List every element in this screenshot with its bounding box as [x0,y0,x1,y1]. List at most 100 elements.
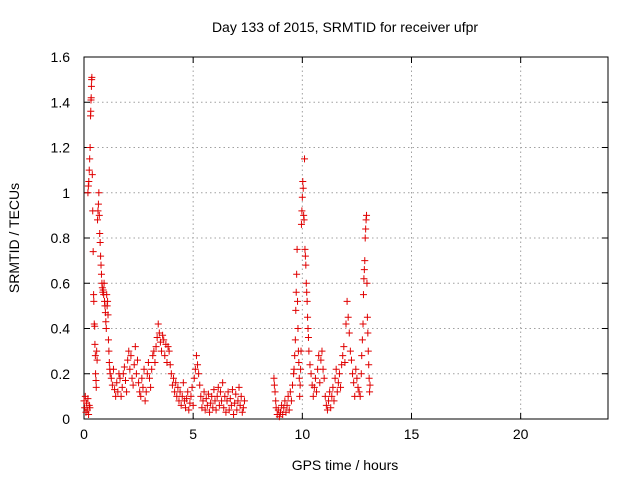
chart-title: Day 133 of 2015, SRMTID for receiver ufp… [212,19,478,35]
data-point [366,381,374,389]
data-point [118,383,126,391]
data-point [232,390,240,398]
data-point [201,406,209,414]
data-point [127,352,135,360]
data-point [361,234,369,242]
data-point [160,336,168,344]
data-point [113,379,121,387]
data-point [104,336,112,344]
data-point [286,388,294,396]
data-point [330,397,338,405]
x-axis-label: GPS time / hours [292,457,399,473]
grid-lines [84,57,608,419]
data-point [328,392,336,400]
data-point [317,356,325,364]
data-point [154,320,162,328]
data-point [303,297,311,305]
data-point [332,365,340,373]
data-point [333,388,341,396]
data-point [359,291,367,299]
data-point [97,261,105,269]
data-point [239,404,247,412]
data-point [138,374,146,382]
data-point [187,392,195,400]
data-point [366,388,374,396]
y-tick-label: 1 [62,185,70,201]
data-point [128,374,136,382]
data-point [178,392,186,400]
data-point [86,144,94,151]
data-point [96,239,104,247]
data-point [119,370,127,378]
data-point [126,365,134,373]
data-point [176,388,184,396]
data-point [116,374,124,382]
data-point [283,401,291,409]
data-point [139,383,147,391]
data-point [300,216,308,224]
data-point [352,365,360,373]
data-point [143,370,151,378]
data-point [207,399,215,407]
data-point [174,383,182,391]
x-tick-label: 15 [404,426,420,442]
data-point [85,166,93,174]
data-point [340,343,348,351]
data-point [92,377,100,385]
data-point [131,343,139,351]
data-point [216,388,224,396]
data-point [295,374,303,382]
data-point [293,245,301,253]
data-point [301,155,309,163]
data-point [221,392,229,400]
data-point [335,370,343,378]
data-point [295,358,303,366]
data-point [213,392,221,400]
data-point [129,381,137,389]
data-point [121,377,129,385]
data-point [358,352,366,360]
data-point [346,347,354,355]
y-tick-label: 1.4 [51,94,71,110]
data-point [284,392,292,400]
data-point [158,347,166,355]
data-point [93,356,101,364]
data-point [85,177,93,185]
data-point [354,383,362,391]
data-point [93,347,101,355]
data-point [363,279,371,287]
data-point [144,358,152,366]
data-point [172,379,180,387]
data-point [219,379,227,387]
data-point [341,358,349,366]
data-point [302,279,310,287]
data-point [337,383,345,391]
data-point [94,216,102,224]
data-point [363,211,371,219]
data-point [106,370,114,378]
data-point [151,358,159,366]
data-point [364,347,372,355]
data-point [179,379,187,387]
data-point [347,356,355,364]
data-point [297,365,305,373]
data-point [287,397,295,405]
data-point [114,388,122,396]
data-point [316,379,324,387]
data-point [361,257,369,265]
data-point [211,397,219,405]
data-point [309,392,317,400]
data-point [88,171,96,179]
data-points [80,73,374,421]
data-point [302,261,310,269]
data-point [303,288,311,296]
data-point [365,374,373,382]
data-point [146,374,153,382]
data-point [147,383,155,391]
data-point [164,343,172,351]
data-point [170,374,178,382]
data-point [306,361,314,369]
data-point [296,381,304,389]
data-point [91,352,99,360]
